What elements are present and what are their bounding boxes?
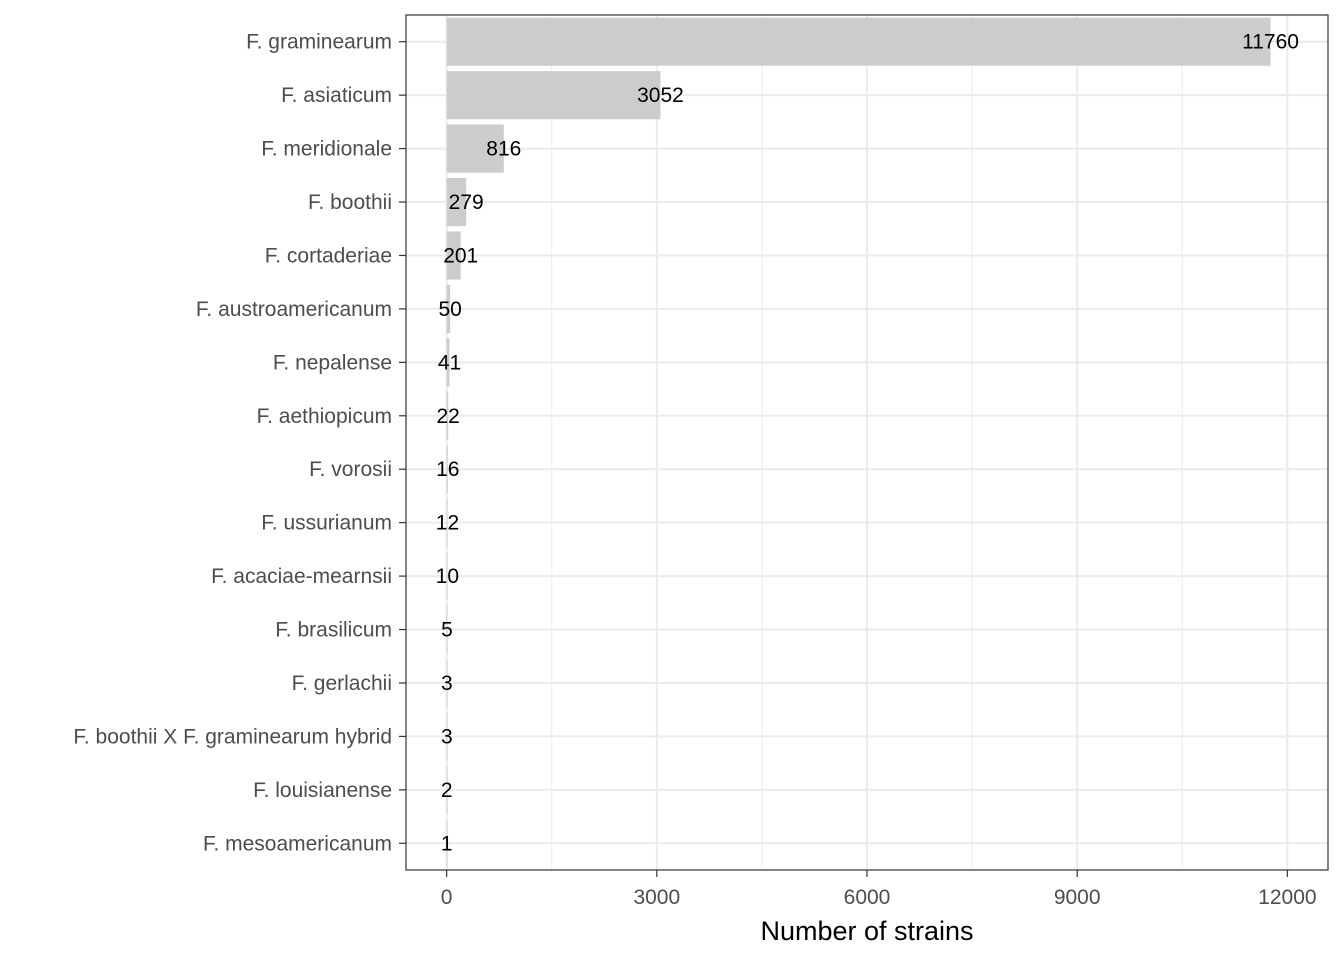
data-label: 41 bbox=[438, 351, 461, 374]
y-tick-label: F. vorosii bbox=[309, 458, 392, 481]
data-label: 201 bbox=[443, 244, 478, 267]
bars bbox=[446, 17, 1271, 868]
bar bbox=[446, 391, 449, 440]
y-tick-label: F. meridionale bbox=[261, 138, 392, 161]
data-label: 3 bbox=[441, 672, 453, 695]
bar bbox=[446, 445, 448, 494]
data-label: 3052 bbox=[637, 84, 684, 107]
bar bbox=[446, 819, 448, 868]
data-label: 10 bbox=[436, 565, 459, 588]
y-tick-label: F. louisianense bbox=[253, 779, 392, 802]
y-tick-label: F. aethiopicum bbox=[257, 405, 392, 428]
data-label: 816 bbox=[486, 138, 521, 161]
y-axis: F. graminearum F. asiaticum F. meridionale… bbox=[73, 31, 406, 855]
x-axis: 0 3000 6000 9000 12000 bbox=[441, 870, 1317, 909]
bar bbox=[446, 124, 504, 173]
bar bbox=[446, 552, 448, 601]
x-tick-label: 0 bbox=[441, 886, 453, 909]
data-label: 1 bbox=[441, 832, 453, 855]
x-tick-label: 12000 bbox=[1258, 886, 1316, 909]
bar bbox=[446, 658, 448, 708]
bar bbox=[446, 712, 448, 761]
y-tick-label: F. nepalense bbox=[273, 351, 392, 374]
y-tick-label: F. boothii bbox=[308, 191, 392, 214]
y-tick-label: F. austroamericanum bbox=[196, 298, 392, 321]
data-label: 12 bbox=[436, 512, 459, 535]
bar bbox=[446, 338, 450, 387]
y-tick-label: F. acaciae-mearnsii bbox=[211, 565, 392, 588]
y-tick-label: F. graminearum bbox=[246, 31, 392, 54]
bar bbox=[446, 605, 448, 654]
y-tick-label: F. ussurianum bbox=[261, 512, 392, 535]
y-tick-label: F. mesoamericanum bbox=[203, 832, 392, 855]
bar bbox=[446, 498, 448, 547]
y-tick-label: F. cortaderiae bbox=[265, 244, 392, 267]
bar bbox=[446, 231, 461, 280]
bar bbox=[446, 71, 661, 120]
data-label: 2 bbox=[441, 779, 453, 802]
data-label: 50 bbox=[438, 298, 461, 321]
data-labels: 11760 3052 816 279 201 50 41 22 16 12 10 5 3 3 2 1 bbox=[436, 31, 1299, 856]
bar bbox=[446, 765, 448, 814]
x-tick-label: 9000 bbox=[1054, 886, 1101, 909]
bar bbox=[446, 177, 467, 227]
data-label: 16 bbox=[436, 458, 459, 481]
data-label: 3 bbox=[441, 725, 453, 748]
bar bbox=[446, 284, 451, 333]
y-tick-label: F. asiaticum bbox=[281, 84, 392, 107]
data-label: 11760 bbox=[1242, 31, 1299, 54]
y-tick-label: F. gerlachii bbox=[292, 672, 392, 695]
y-tick-label: F. brasilicum bbox=[275, 619, 392, 642]
x-tick-label: 6000 bbox=[844, 886, 891, 909]
grid-lines bbox=[406, 15, 1328, 870]
x-tick-label: 3000 bbox=[633, 886, 680, 909]
bar bbox=[446, 17, 1271, 66]
x-axis-title: Number of strains bbox=[760, 916, 973, 946]
data-label: 22 bbox=[436, 405, 459, 428]
data-label: 5 bbox=[441, 619, 453, 642]
y-tick-label: F. boothii X F. graminearum hybrid bbox=[73, 725, 392, 748]
data-label: 279 bbox=[449, 191, 484, 214]
